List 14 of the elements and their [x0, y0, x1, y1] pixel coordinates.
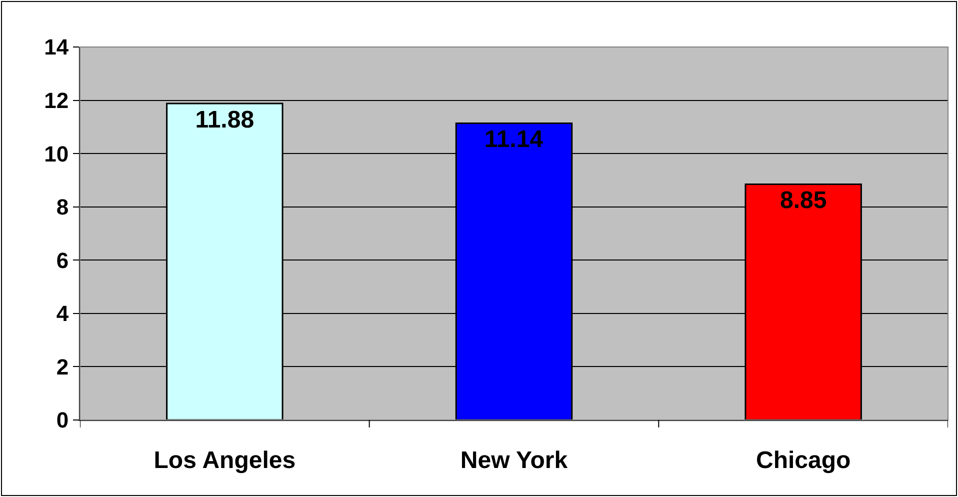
y-tick-label: 8 — [56, 194, 69, 220]
y-tick-label: 0 — [56, 408, 69, 433]
x-tick-label: New York — [460, 446, 568, 474]
data-label: 11.14 — [484, 126, 544, 154]
y-tick-label: 12 — [44, 88, 69, 113]
y-tick-label: 2 — [56, 354, 69, 380]
y-tick-label: 6 — [56, 248, 69, 273]
data-label: 8.85 — [780, 187, 827, 214]
x-tick-label: Los Angeles — [154, 446, 296, 474]
y-tick-label: 4 — [56, 301, 70, 326]
y-tick-label: 10 — [44, 141, 69, 166]
x-tick-label: Chicago — [756, 446, 851, 474]
y-tick-label: 14 — [44, 34, 70, 60]
data-label: 11.88 — [195, 106, 254, 134]
